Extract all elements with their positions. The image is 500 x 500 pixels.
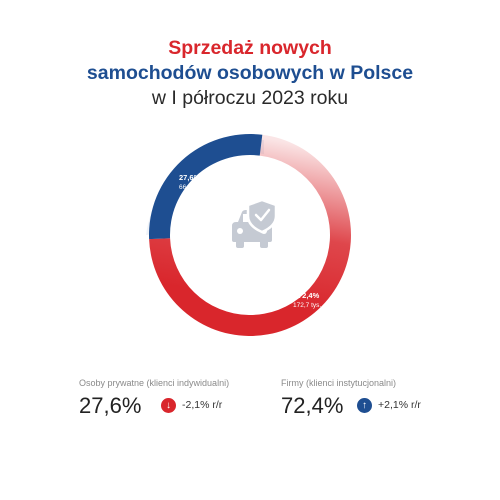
stat-company-value: 72,4% — [281, 393, 344, 418]
stat-company-label: Firmy (klienci instytucjonalni) — [281, 378, 397, 388]
slice-label-blue-pct: 27,6% — [179, 173, 201, 182]
slice-osoby-prywatne — [148, 133, 263, 240]
chart-title-line1: Sprzedaż nowych — [168, 37, 332, 59]
stat-private-value: 27,6% — [79, 393, 142, 418]
arrow-down-icon: ↓ — [161, 398, 176, 413]
slice-label-red-pct: 72,4% — [298, 291, 320, 300]
car-shield-icon — [232, 198, 278, 248]
chart-subtitle: w I półroczu 2023 roku — [151, 87, 349, 109]
arrow-up-icon: ↑ — [357, 398, 372, 413]
chart-title-line2: samochodów osobowych w Polsce — [86, 62, 414, 84]
slice-label-blue-sub: 66 tys. — [179, 184, 198, 191]
stat-private-change: -2,1% r/r — [182, 399, 223, 411]
slice-label-red-sub: 172,7 tys. — [293, 302, 321, 309]
stat-company-change: +2,1% r/r — [378, 399, 421, 411]
stat-private-label: Osoby prywatne (klienci indywidualni) — [79, 378, 230, 388]
